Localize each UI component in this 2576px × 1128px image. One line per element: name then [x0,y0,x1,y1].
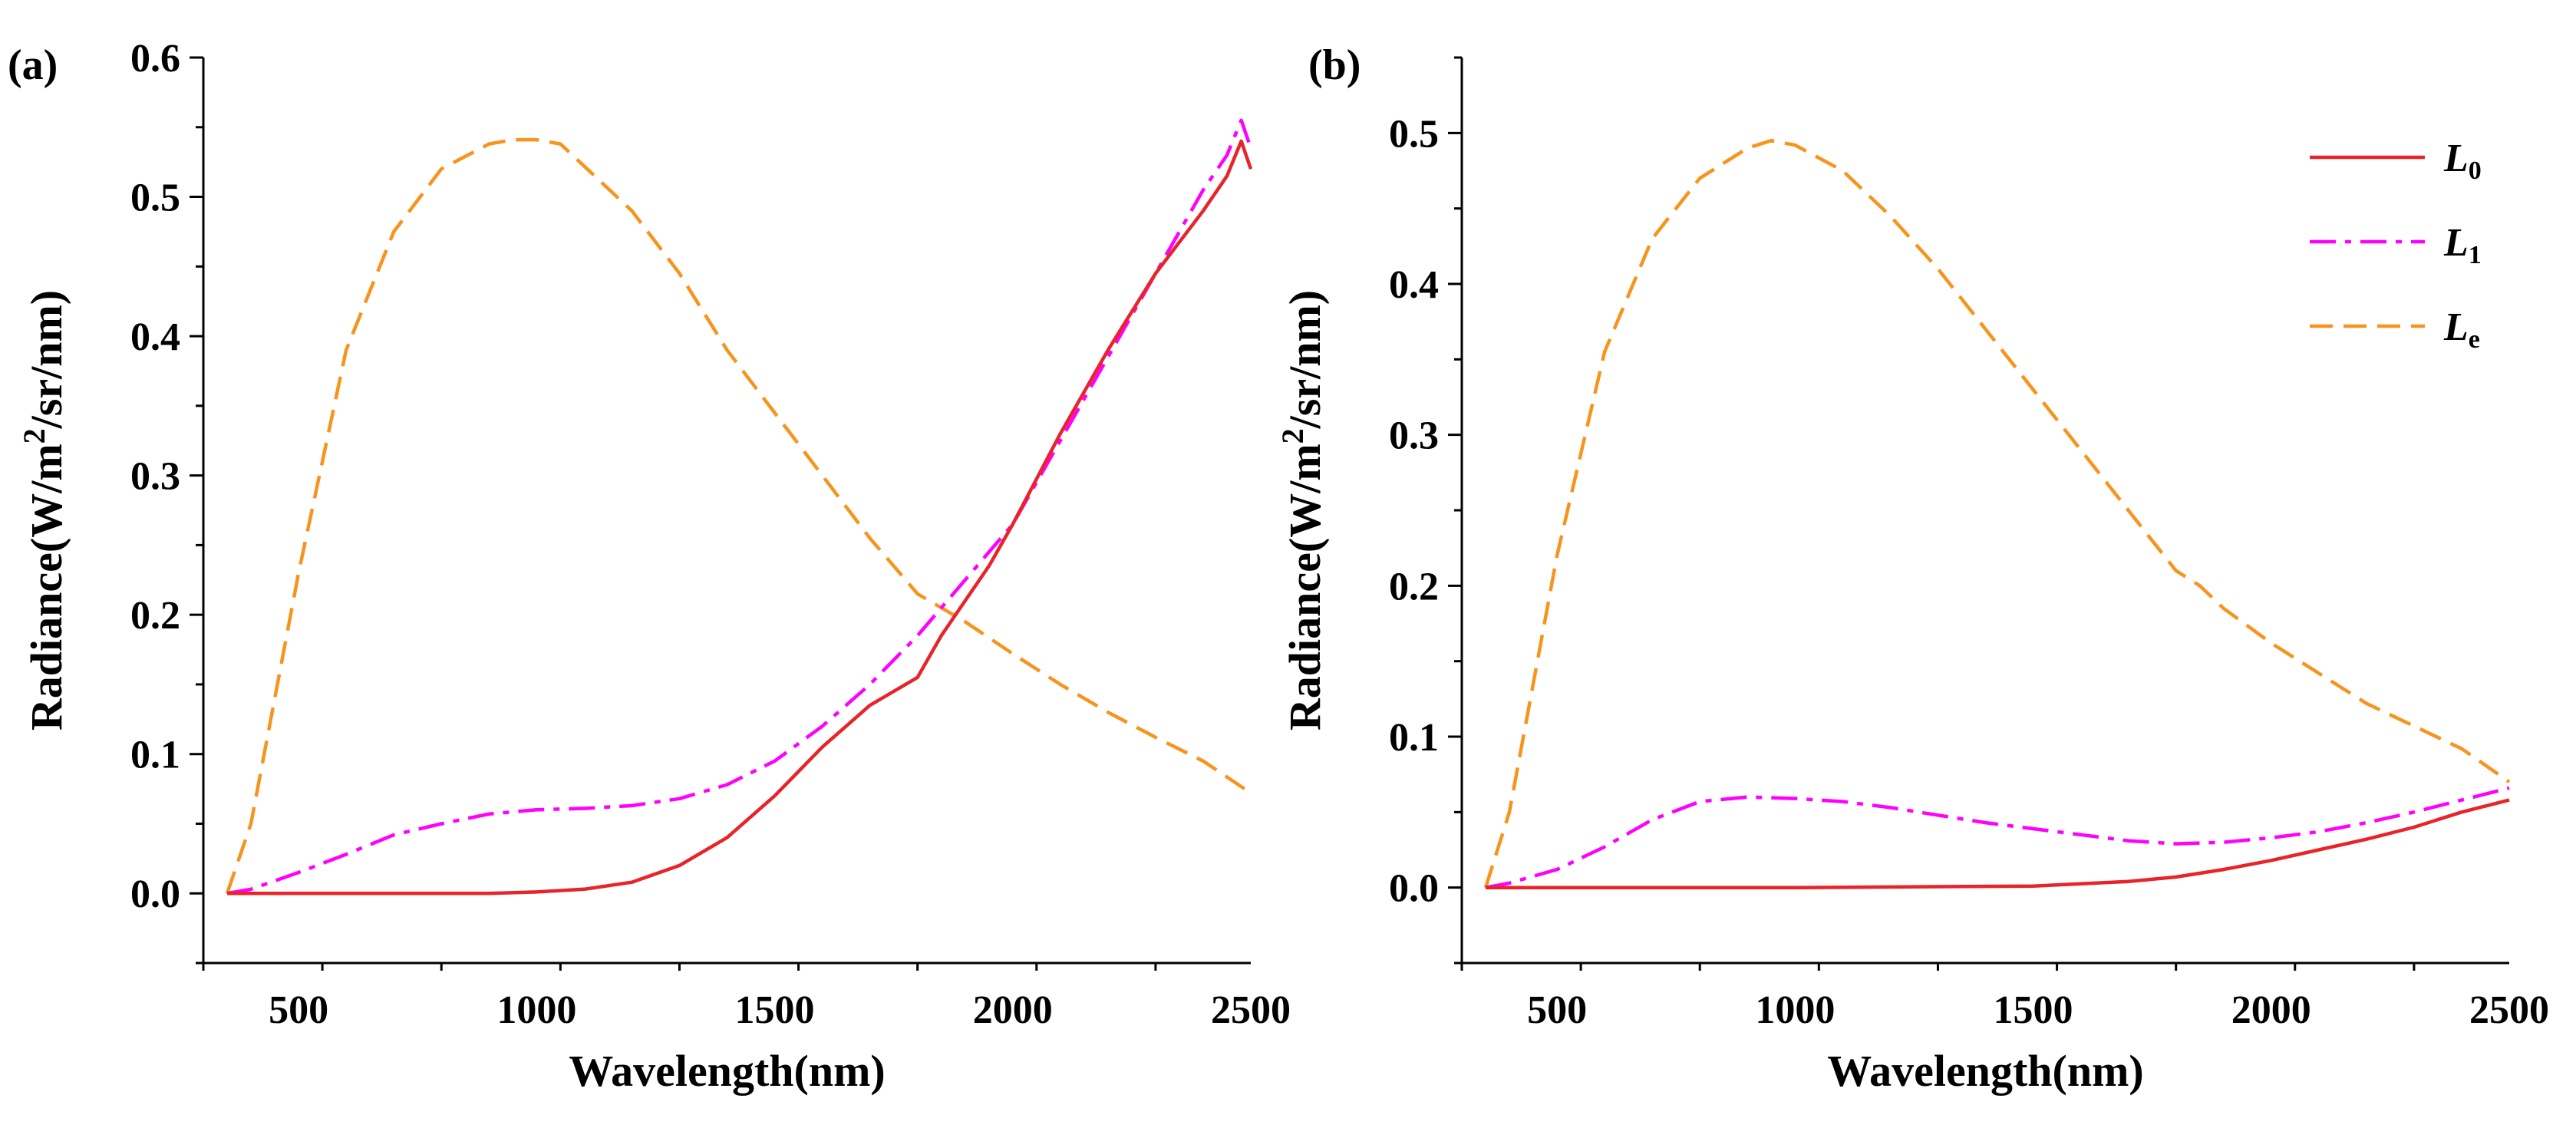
series-line-l0 [227,139,1253,895]
y-axis-title: Radiance(W/m2/sr/nm) [1275,290,1330,731]
series-line-le [225,137,1252,894]
x-tick-label: 2500 [2469,988,2549,1032]
y-tick-label: 0.2 [1389,565,1439,609]
y-tick-label: 0.2 [130,594,180,638]
y-axis-title: Radiance(W/m2/sr/nm) [17,290,71,731]
y-tick-label: 0.5 [130,176,180,220]
y-tick-label: 0.0 [1389,867,1439,911]
x-tick-label: 500 [1527,988,1587,1032]
x-axis-title: Wavelength(nm) [1827,1046,2143,1096]
x-tick-label: 1500 [1994,988,2073,1032]
series-line-l0 [1486,798,2510,889]
y-tick-label: 0.1 [130,734,180,777]
legend: L0 L1 Le [2310,137,2482,354]
y-tick-label: 0.0 [130,872,180,916]
x-tick-label: 1500 [735,988,815,1032]
y-tick-label: 0.3 [1389,414,1439,458]
y-tick-label: 0.5 [1389,112,1439,156]
x-tick-label: 2000 [973,988,1053,1032]
y-tick-label: 0.4 [1389,263,1439,307]
y-tick-label: 0.1 [1389,716,1439,760]
y-tick-label: 0.4 [130,315,180,359]
series-line-l1 [226,118,1253,895]
y-tick-label: 0.3 [130,455,180,499]
x-tick-label: 500 [269,988,328,1032]
x-axis-title: Wavelength(nm) [569,1046,885,1096]
series-line-l1 [1485,786,2510,889]
chart-panel-a: 500 1000 1500 2000 2500 0.0 0.1 0.2 0.3 0.4 0.5 0.6… [8,37,1291,1096]
x-tick-label: 2000 [2231,988,2311,1032]
y-tick-label: 0.6 [130,37,180,81]
legend-label: Le [2443,305,2480,354]
x-tick-label: 2500 [1211,988,1291,1032]
legend-label: L1 [2443,221,2482,269]
chart-panel-b: 500 1000 1500 2000 2500 0.0 0.1 0.2 0.3 0.4 0.5 Wav… [1275,41,2549,1096]
panel-label-b: (b) [1308,41,1361,89]
legend-label: L0 [2443,137,2482,185]
series-line-le [1483,138,2511,889]
panel-label-a: (a) [8,41,58,89]
x-tick-label: 1000 [1755,988,1835,1032]
x-tick-label: 1000 [496,988,576,1032]
